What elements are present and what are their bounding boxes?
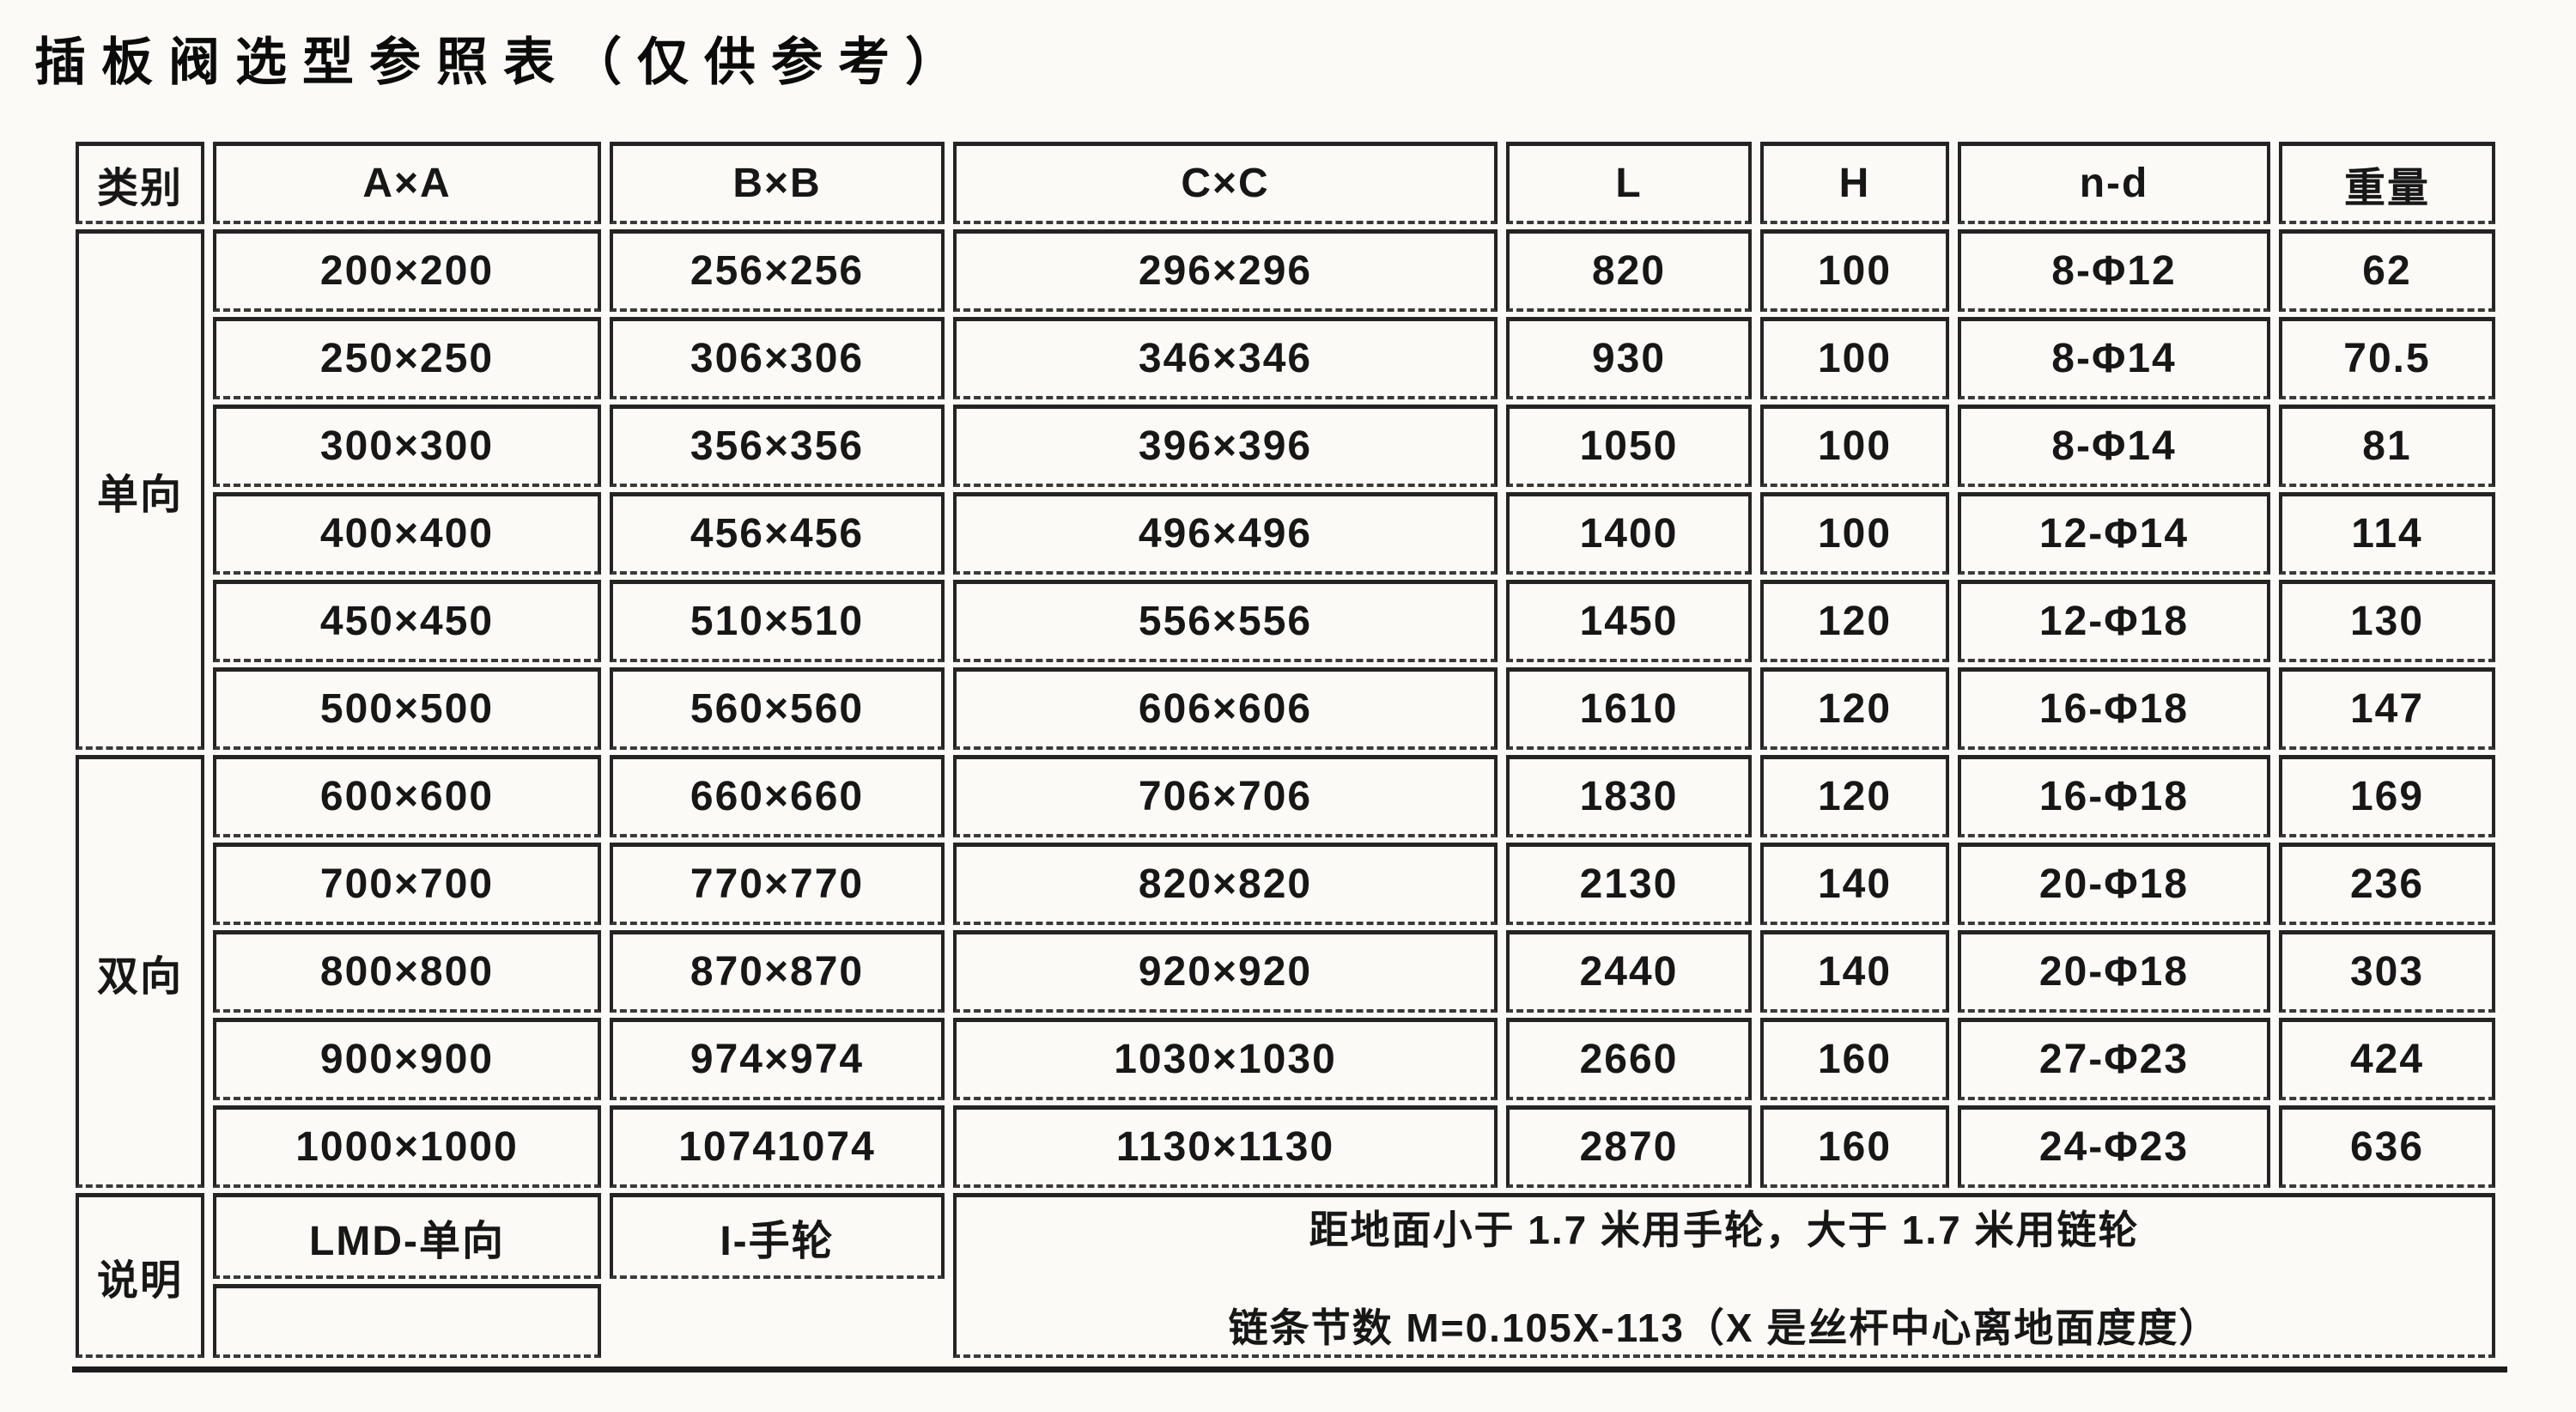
cell-cxc: 920×920	[953, 930, 1498, 1013]
cell-nd: 27-Φ23	[1958, 1018, 2270, 1100]
cell-nd: 8-Φ14	[1958, 405, 2270, 487]
cell-cxc: 346×346	[953, 317, 1498, 399]
cell-nd: 20-Φ18	[1958, 930, 2270, 1013]
notes-remark-cell: 距地面小于 1.7 米用手轮，大于 1.7 米用链轮 链条节数 M=0.105X…	[953, 1193, 2495, 1358]
cell-cxc: 706×706	[953, 755, 1498, 837]
cell-bxb: 306×306	[610, 317, 945, 399]
cell-nd: 16-Φ18	[1958, 667, 2270, 750]
cell-weight: 114	[2279, 492, 2495, 575]
cell-h: 120	[1760, 580, 1949, 662]
cell-nd: 16-Φ18	[1958, 755, 2270, 837]
remark-line-1: 距地面小于 1.7 米用手轮，大于 1.7 米用链轮	[1309, 1207, 2140, 1252]
cell-l: 1400	[1506, 492, 1752, 575]
cell-bxb: 770×770	[610, 843, 945, 925]
notes-handwheel-cell: I-手轮	[610, 1193, 945, 1279]
cell-cxc: 396×396	[953, 405, 1498, 487]
cell-nd: 12-Φ18	[1958, 580, 2270, 662]
col-header-weight: 重量	[2279, 142, 2495, 224]
cell-axa: 300×300	[213, 405, 601, 487]
col-header-l: L	[1506, 142, 1752, 224]
cell-bxb: 660×660	[610, 755, 945, 837]
cell-l: 2440	[1506, 930, 1752, 1013]
cell-h: 140	[1760, 930, 1949, 1013]
cell-l: 1830	[1506, 755, 1752, 837]
cell-axa: 450×450	[213, 580, 601, 662]
cell-cxc: 1030×1030	[953, 1018, 1498, 1100]
cell-weight: 236	[2279, 843, 2495, 925]
col-header-bxb: B×B	[610, 142, 945, 224]
cell-axa: 800×800	[213, 930, 601, 1013]
cell-axa: 600×600	[213, 755, 601, 837]
cell-cxc: 820×820	[953, 843, 1498, 925]
cell-bxb: 560×560	[610, 667, 945, 750]
cell-h: 120	[1760, 755, 1949, 837]
cell-l: 2130	[1506, 843, 1752, 925]
cell-weight: 424	[2279, 1018, 2495, 1100]
cell-axa: 700×700	[213, 843, 601, 925]
cell-weight: 130	[2279, 580, 2495, 662]
cell-weight: 81	[2279, 405, 2495, 487]
cell-l: 820	[1506, 229, 1752, 312]
cell-h: 160	[1760, 1105, 1949, 1188]
cell-axa: 400×400	[213, 492, 601, 575]
cell-weight: 62	[2279, 229, 2495, 312]
cell-bxb: 456×456	[610, 492, 945, 575]
cell-cxc: 296×296	[953, 229, 1498, 312]
cell-l: 1050	[1506, 405, 1752, 487]
cell-axa: 250×250	[213, 317, 601, 399]
col-header-axa: A×A	[213, 142, 601, 224]
cell-l: 1450	[1506, 580, 1752, 662]
cell-h: 140	[1760, 843, 1949, 925]
cell-cxc: 606×606	[953, 667, 1498, 750]
table-bottom-border	[72, 1366, 2507, 1372]
col-header-h: H	[1760, 142, 1949, 224]
cell-h: 100	[1760, 229, 1949, 312]
cell-bxb: 10741074	[610, 1105, 945, 1188]
cell-bxb: 510×510	[610, 580, 945, 662]
cell-nd: 12-Φ14	[1958, 492, 2270, 575]
cell-cxc: 1130×1130	[953, 1105, 1498, 1188]
cell-axa: 1000×1000	[213, 1105, 601, 1188]
col-header-category: 类别	[76, 142, 204, 224]
cell-nd: 20-Φ18	[1958, 843, 2270, 925]
cell-bxb: 356×356	[610, 405, 945, 487]
cell-axa: 500×500	[213, 667, 601, 750]
cell-nd: 8-Φ12	[1958, 229, 2270, 312]
cell-l: 2660	[1506, 1018, 1752, 1100]
cell-l: 1610	[1506, 667, 1752, 750]
cell-h: 100	[1760, 405, 1949, 487]
group-label-one-way: 单向	[76, 229, 204, 750]
cell-l: 2870	[1506, 1105, 1752, 1188]
cell-axa: 900×900	[213, 1018, 601, 1100]
cell-h: 120	[1760, 667, 1949, 750]
notes-label: 说明	[76, 1193, 204, 1358]
remark-line-2: 链条节数 M=0.105X-113（X 是丝杆中心离地面度度）	[1228, 1305, 2221, 1350]
notes-empty-cell	[213, 1284, 601, 1358]
cell-weight: 70.5	[2279, 317, 2495, 399]
page-title: 插板阀选型参照表（仅供参考）	[34, 33, 972, 91]
cell-axa: 200×200	[213, 229, 601, 312]
col-header-cxc: C×C	[953, 142, 1498, 224]
cell-bxb: 974×974	[610, 1018, 945, 1100]
cell-h: 160	[1760, 1018, 1949, 1100]
cell-cxc: 556×556	[953, 580, 1498, 662]
cell-weight: 636	[2279, 1105, 2495, 1188]
cell-weight: 303	[2279, 930, 2495, 1013]
cell-nd: 8-Φ14	[1958, 317, 2270, 399]
valve-selection-table: 类别 A×A B×B C×C L H n-d 重量 单向 200×200 256…	[76, 142, 2576, 1358]
cell-bxb: 870×870	[610, 930, 945, 1013]
col-header-nd: n-d	[1958, 142, 2270, 224]
cell-cxc: 496×496	[953, 492, 1498, 575]
cell-bxb: 256×256	[610, 229, 945, 312]
cell-h: 100	[1760, 317, 1949, 399]
cell-weight: 169	[2279, 755, 2495, 837]
cell-nd: 24-Φ23	[1958, 1105, 2270, 1188]
cell-h: 100	[1760, 492, 1949, 575]
notes-model-cell: LMD-单向	[213, 1193, 601, 1279]
group-label-two-way: 双向	[76, 755, 204, 1188]
cell-weight: 147	[2279, 667, 2495, 750]
cell-l: 930	[1506, 317, 1752, 399]
